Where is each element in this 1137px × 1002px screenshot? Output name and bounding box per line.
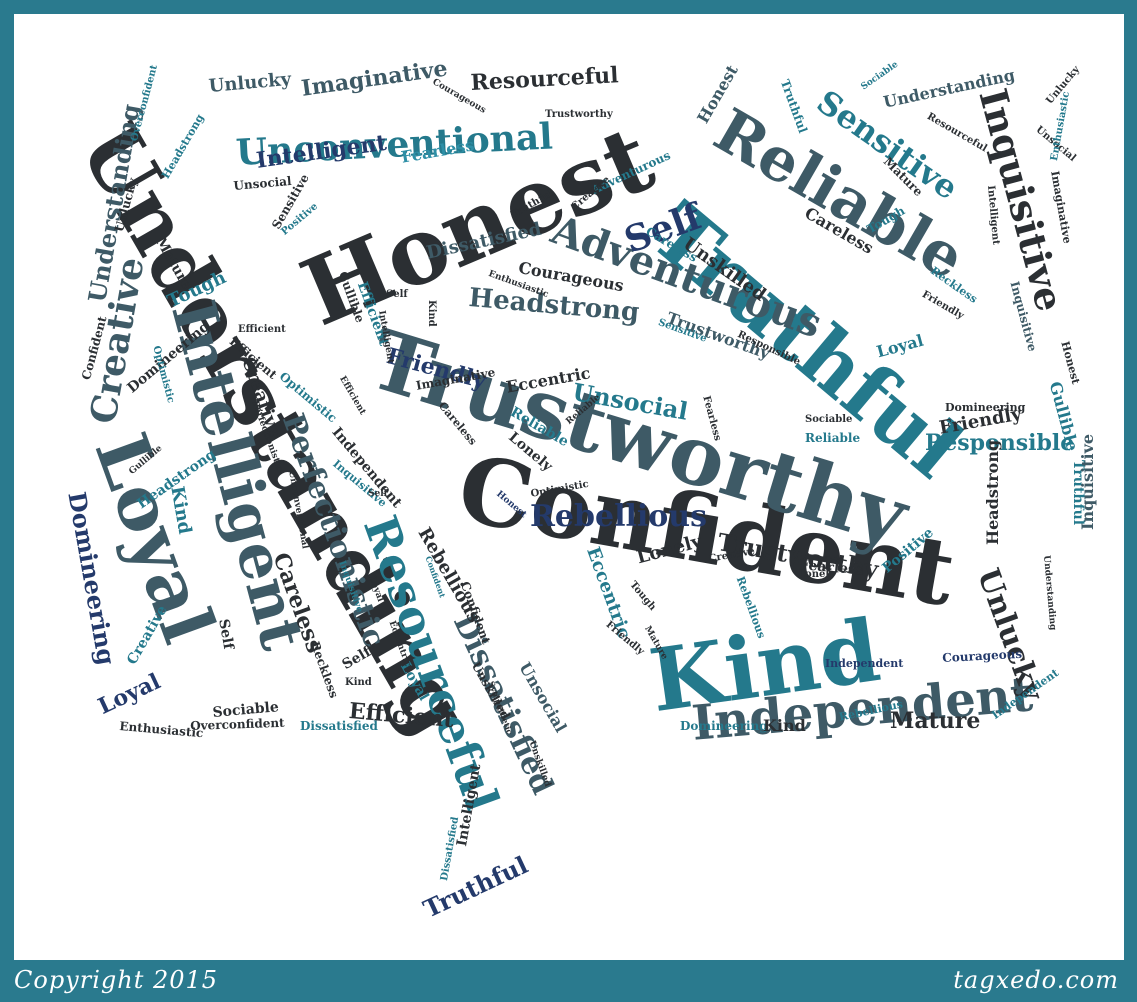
cloud-word: Reliable xyxy=(805,431,861,445)
cloud-word: Rebellious xyxy=(530,499,707,534)
cloud-word: Kind xyxy=(345,677,372,688)
cloud-word: Responsible xyxy=(925,430,1075,456)
cloud-word: Domineering xyxy=(945,401,1026,414)
cloud-word: Kind xyxy=(426,300,437,327)
cloud-word: Understanding xyxy=(1041,554,1058,631)
cloud-word: Truthful xyxy=(418,850,533,924)
cloud-word: Domineering xyxy=(680,719,768,733)
cloud-word: Efficient xyxy=(238,324,286,335)
word-cloud: Honest Understanding Confident Trustworthy T… xyxy=(14,14,1124,960)
cloud-word: Inquisitive xyxy=(1078,433,1097,530)
cloud-word: Independent xyxy=(825,657,904,670)
cloud-word: Self xyxy=(368,489,388,499)
cloud-word: Sociable xyxy=(859,59,901,93)
cloud-word: Dissatisfied xyxy=(439,815,462,882)
cloud-word: Tough xyxy=(627,579,658,613)
cloud-word: Self xyxy=(215,617,237,651)
copyright-text: Copyright 2015 xyxy=(14,966,219,994)
cloud-word: Mature xyxy=(890,708,981,734)
cloud-word: Loyal xyxy=(94,668,165,720)
cloud-word: Headstrong xyxy=(983,439,1002,545)
word-cloud-frame: Honest Understanding Confident Trustworthy T… xyxy=(14,14,1124,960)
site-credit: tagxedo.com xyxy=(953,966,1119,994)
cloud-word: Kind xyxy=(763,716,806,735)
cloud-word: Honest xyxy=(1058,339,1083,386)
cloud-word: Overconfident xyxy=(189,715,285,733)
cloud-word: Sociable xyxy=(805,414,853,425)
cloud-word: Reckless xyxy=(307,639,342,700)
cloud-word: Trustworthy xyxy=(545,109,613,120)
cloud-word: Imaginative xyxy=(299,55,450,102)
cloud-word: Unlucky xyxy=(207,68,292,97)
cloud-word: Resourceful xyxy=(469,62,620,96)
cloud-word: Unsocial xyxy=(232,173,293,193)
cloud-word: Lonely xyxy=(798,569,835,580)
cloud-word: Dissatisfied xyxy=(300,719,378,733)
cloud-word: Headstrong xyxy=(159,111,207,181)
cloud-word: Self xyxy=(386,289,408,300)
